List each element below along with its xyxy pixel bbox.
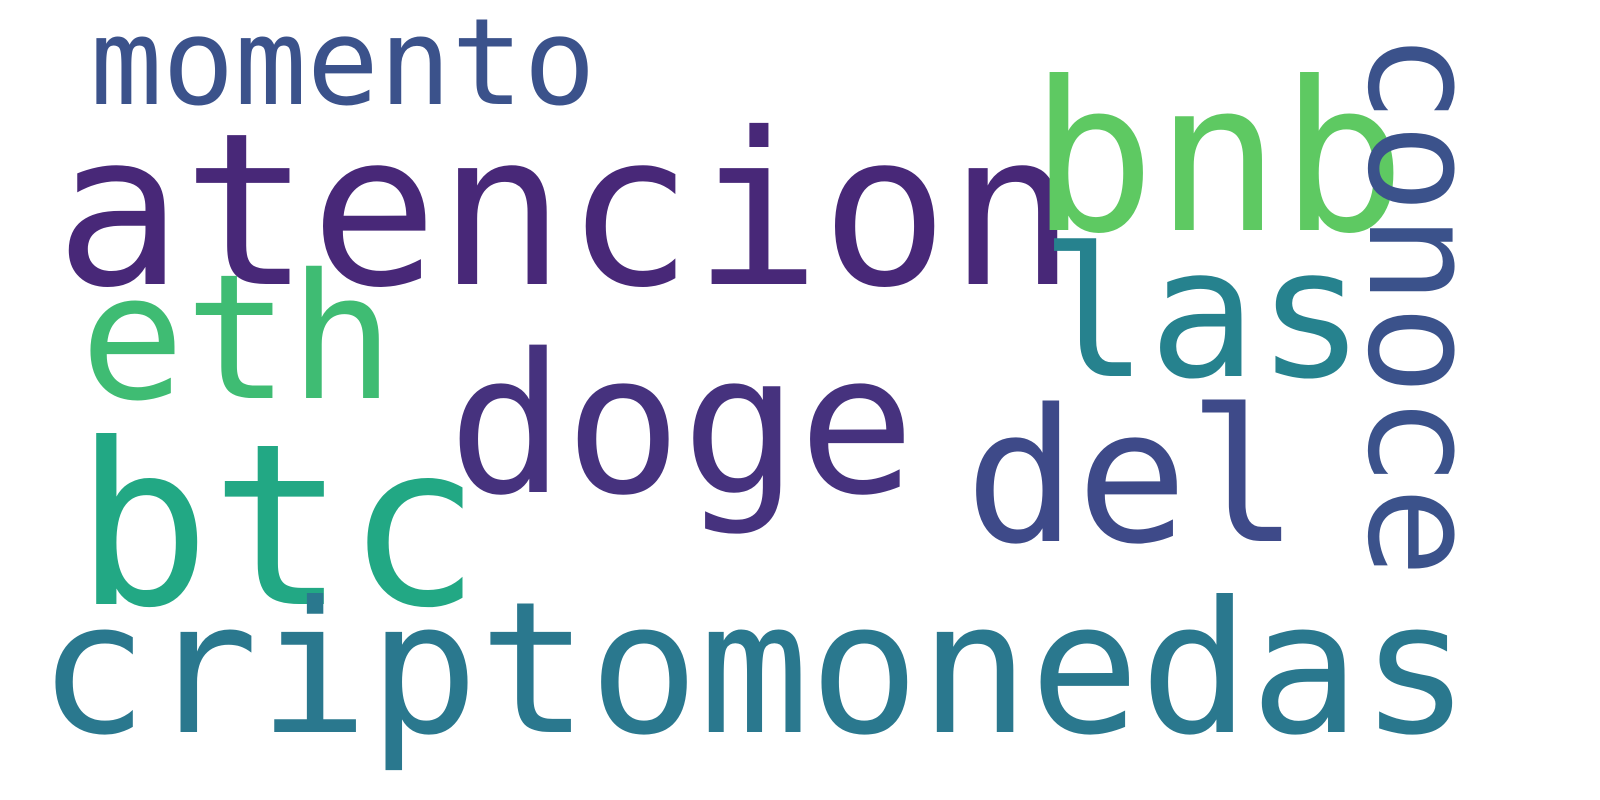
word-del: del xyxy=(965,369,1300,585)
word-momento: momento xyxy=(90,0,596,133)
word-btc: btc xyxy=(75,396,482,658)
word-eth: eth xyxy=(80,237,395,440)
word-atencion: atencion xyxy=(55,87,1077,334)
word-conoce: conoce xyxy=(1334,32,1510,578)
word-criptomonedas: criptomonedas xyxy=(38,563,1471,776)
word-bnb: bnb xyxy=(1030,38,1406,280)
word-las: las xyxy=(1040,210,1366,419)
word-doge: doge xyxy=(448,312,916,538)
